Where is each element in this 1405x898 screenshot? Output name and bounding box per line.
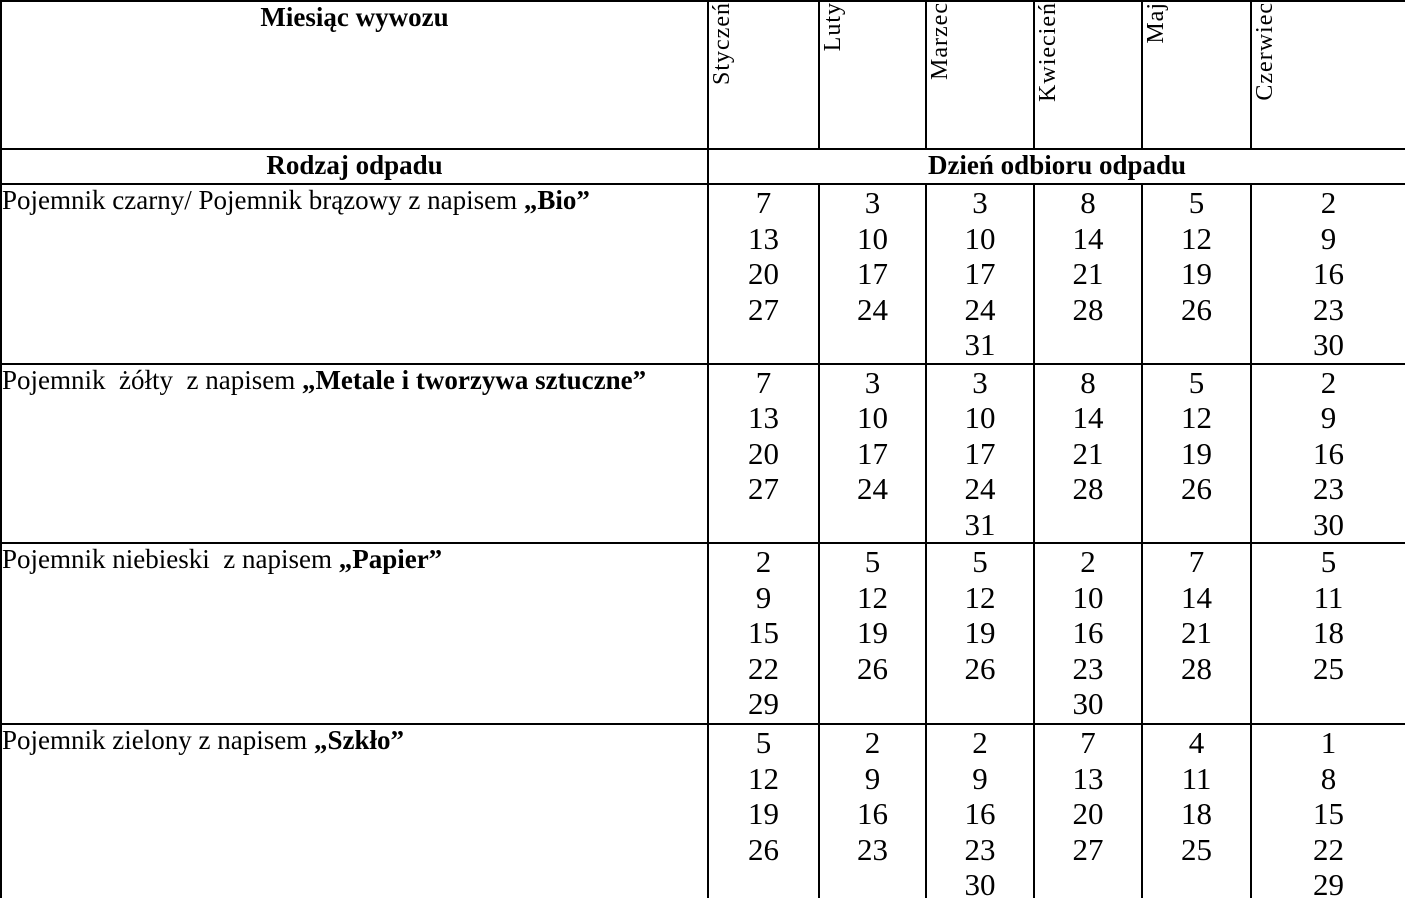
pickup-day-header: Dzień odbioru odpadu (707, 148, 1405, 185)
day-cell: 3 10 17 24 31 (925, 183, 1035, 365)
day-cell: 3 10 17 24 31 (925, 362, 1035, 544)
day-cell: 8 14 21 28 (1033, 362, 1143, 544)
label-text: Pojemnik czarny/ Pojemnik brązowy z napi… (2, 185, 524, 215)
label-text: Pojemnik zielony z napisem (2, 725, 314, 755)
label-text: Pojemnik niebieski z napisem (2, 544, 339, 574)
label-bold-text: „Bio” (523, 185, 590, 215)
day-cell: 4 11 18 25 (1141, 723, 1252, 898)
day-cell: 2 9 16 23 30 (1250, 362, 1405, 544)
table-row-papier: Pojemnik niebieski z napisem „Papier” 2 … (0, 542, 1405, 725)
table-row-metale: Pojemnik żółty z napisem „Metale i tworz… (0, 362, 1405, 544)
month-header-label: Kwiecień (1035, 2, 1061, 102)
waste-type-label: Pojemnik czarny/ Pojemnik brązowy z napi… (0, 183, 709, 365)
day-cell: 2 9 15 22 29 (707, 542, 820, 725)
month-header-label: Styczeń (709, 2, 735, 85)
month-header-label: Czerwiec (1252, 2, 1278, 101)
month-header-luty: Luty (818, 0, 927, 150)
label-bold-text: „Metale i tworzywa sztuczne” (301, 364, 647, 395)
month-of-collection-header: Miesiąc wywozu (0, 0, 709, 150)
month-header-label: Luty (820, 2, 846, 52)
header-row-months: Miesiąc wywozu Styczeń Luty Marzec Kwiec… (0, 0, 1405, 150)
month-header-styczen: Styczeń (707, 0, 820, 150)
month-header-maj: Maj (1141, 0, 1252, 150)
day-cell: 5 12 19 26 (818, 542, 927, 725)
day-cell: 7 13 20 27 (707, 183, 820, 365)
day-cell: 5 12 19 26 (1141, 362, 1252, 544)
waste-type-label: Pojemnik żółty z napisem „Metale i tworz… (0, 362, 709, 544)
month-header-czerwiec: Czerwiec (1250, 0, 1405, 150)
day-cell: 7 13 20 27 (707, 362, 820, 544)
day-cell: 1 8 15 22 29 (1250, 723, 1405, 898)
month-header-label: Maj (1143, 2, 1169, 44)
month-header-marzec: Marzec (925, 0, 1035, 150)
day-cell: 2 10 16 23 30 (1033, 542, 1143, 725)
header-row-sections: Rodzaj odpadu Dzień odbioru odpadu (0, 148, 1405, 185)
table-row-bio: Pojemnik czarny/ Pojemnik brązowy z napi… (0, 183, 1405, 365)
day-cell: 3 10 17 24 (818, 362, 927, 544)
day-cell: 8 14 21 28 (1033, 183, 1143, 365)
label-bold-text: „Papier” (338, 544, 443, 574)
waste-type-header: Rodzaj odpadu (0, 148, 709, 185)
day-cell: 2 9 16 23 (818, 723, 927, 898)
day-cell: 7 14 21 28 (1141, 542, 1252, 725)
waste-type-label: Pojemnik niebieski z napisem „Papier” (0, 542, 709, 725)
day-cell: 5 12 19 26 (707, 723, 820, 898)
day-cell: 5 11 18 25 (1250, 542, 1405, 725)
table-row-szklo: Pojemnik zielony z napisem „Szkło” 5 12 … (0, 723, 1405, 898)
day-cell: 5 12 19 26 (925, 542, 1035, 725)
day-cell: 5 12 19 26 (1141, 183, 1252, 365)
label-text: Pojemnik żółty z napisem (2, 364, 302, 395)
label-bold-text: „Szkło” (313, 725, 404, 755)
month-header-kwiecien: Kwiecień (1033, 0, 1143, 150)
day-cell: 2 9 16 23 30 (925, 723, 1035, 898)
day-cell: 2 9 16 23 30 (1250, 183, 1405, 365)
day-cell: 7 13 20 27 (1033, 723, 1143, 898)
month-header-label: Marzec (927, 2, 953, 80)
waste-type-label: Pojemnik zielony z napisem „Szkło” (0, 723, 709, 898)
day-cell: 3 10 17 24 (818, 183, 927, 365)
